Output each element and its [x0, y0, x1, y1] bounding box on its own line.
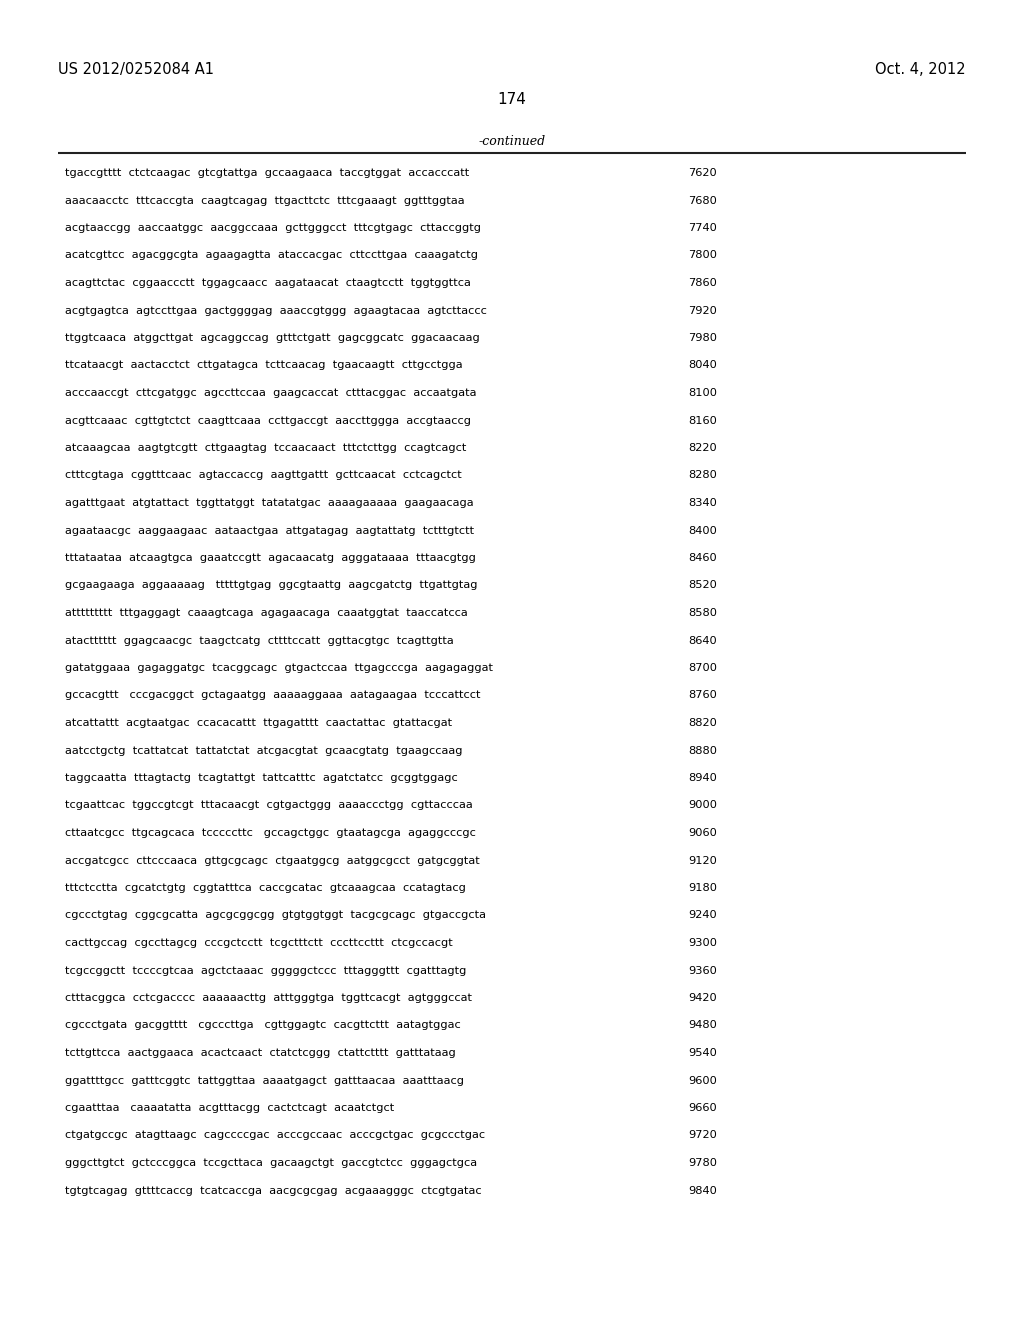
- Text: ctttcgtaga  cggtttcaac  agtaccaccg  aagttgattt  gcttcaacat  cctcagctct: ctttcgtaga cggtttcaac agtaccaccg aagttga…: [65, 470, 462, 480]
- Text: tgaccgtttt  ctctcaagac  gtcgtattga  gccaagaaca  taccgtggat  accacccatt: tgaccgtttt ctctcaagac gtcgtattga gccaaga…: [65, 168, 469, 178]
- Text: 8520: 8520: [688, 581, 717, 590]
- Text: attttttttt  tttgaggagt  caaagtcaga  agagaacaga  caaatggtat  taaccatcca: attttttttt tttgaggagt caaagtcaga agagaac…: [65, 609, 468, 618]
- Text: gcgaagaaga  aggaaaaag   tttttgtgag  ggcgtaattg  aagcgatctg  ttgattgtag: gcgaagaaga aggaaaaag tttttgtgag ggcgtaat…: [65, 581, 477, 590]
- Text: 9420: 9420: [688, 993, 717, 1003]
- Text: 8460: 8460: [688, 553, 717, 564]
- Text: -continued: -continued: [478, 135, 546, 148]
- Text: 8040: 8040: [688, 360, 717, 371]
- Text: acatcgttcc  agacggcgta  agaagagtta  ataccacgac  cttccttgaa  caaagatctg: acatcgttcc agacggcgta agaagagtta ataccac…: [65, 251, 478, 260]
- Text: gggcttgtct  gctcccggca  tccgcttaca  gacaagctgt  gaccgtctcc  gggagctgca: gggcttgtct gctcccggca tccgcttaca gacaagc…: [65, 1158, 477, 1168]
- Text: atcaaagcaa  aagtgtcgtt  cttgaagtag  tccaacaact  tttctcttgg  ccagtcagct: atcaaagcaa aagtgtcgtt cttgaagtag tccaaca…: [65, 444, 466, 453]
- Text: 7800: 7800: [688, 251, 717, 260]
- Text: 9600: 9600: [688, 1076, 717, 1085]
- Text: accgatcgcc  cttcccaaca  gttgcgcagc  ctgaatggcg  aatggcgcct  gatgcggtat: accgatcgcc cttcccaaca gttgcgcagc ctgaatg…: [65, 855, 480, 866]
- Text: 8880: 8880: [688, 746, 717, 755]
- Text: 9060: 9060: [688, 828, 717, 838]
- Text: 8100: 8100: [688, 388, 717, 399]
- Text: agaataacgc  aaggaagaac  aataactgaa  attgatagag  aagtattatg  tctttgtctt: agaataacgc aaggaagaac aataactgaa attgata…: [65, 525, 474, 536]
- Text: gccacgttt   cccgacggct  gctagaatgg  aaaaaggaaa  aatagaagaa  tcccattcct: gccacgttt cccgacggct gctagaatgg aaaaagga…: [65, 690, 480, 701]
- Text: 7920: 7920: [688, 305, 717, 315]
- Text: atactttttt  ggagcaacgc  taagctcatg  cttttccatt  ggttacgtgc  tcagttgtta: atactttttt ggagcaacgc taagctcatg cttttcc…: [65, 635, 454, 645]
- Text: acgtaaccgg  aaccaatggc  aacggccaaa  gcttgggcct  tttcgtgagc  cttaccggtg: acgtaaccgg aaccaatggc aacggccaaa gcttggg…: [65, 223, 481, 234]
- Text: 8340: 8340: [688, 498, 717, 508]
- Text: 8760: 8760: [688, 690, 717, 701]
- Text: taggcaatta  tttagtactg  tcagtattgt  tattcatttc  agatctatcc  gcggtggagc: taggcaatta tttagtactg tcagtattgt tattcat…: [65, 774, 458, 783]
- Text: cgccctgata  gacggtttt   cgcccttga   cgttggagtc  cacgttcttt  aatagtggac: cgccctgata gacggtttt cgcccttga cgttggagt…: [65, 1020, 461, 1031]
- Text: 8280: 8280: [688, 470, 717, 480]
- Text: 9780: 9780: [688, 1158, 717, 1168]
- Text: acagttctac  cggaaccctt  tggagcaacc  aagataacat  ctaagtcctt  tggtggttca: acagttctac cggaaccctt tggagcaacc aagataa…: [65, 279, 471, 288]
- Text: tcgaattcac  tggccgtcgt  tttacaacgt  cgtgactggg  aaaaccctgg  cgttacccaa: tcgaattcac tggccgtcgt tttacaacgt cgtgact…: [65, 800, 473, 810]
- Text: aatcctgctg  tcattatcat  tattatctat  atcgacgtat  gcaacgtatg  tgaagccaag: aatcctgctg tcattatcat tattatctat atcgacg…: [65, 746, 463, 755]
- Text: US 2012/0252084 A1: US 2012/0252084 A1: [58, 62, 214, 77]
- Text: 8580: 8580: [688, 609, 717, 618]
- Text: ttcataacgt  aactacctct  cttgatagca  tcttcaacag  tgaacaagtt  cttgcctgga: ttcataacgt aactacctct cttgatagca tcttcaa…: [65, 360, 463, 371]
- Text: 8820: 8820: [688, 718, 717, 729]
- Text: 9480: 9480: [688, 1020, 717, 1031]
- Text: 9840: 9840: [688, 1185, 717, 1196]
- Text: aaacaacctc  tttcaccgta  caagtcagag  ttgacttctc  tttcgaaagt  ggtttggtaa: aaacaacctc tttcaccgta caagtcagag ttgactt…: [65, 195, 465, 206]
- Text: cgaatttaa   caaaatatta  acgtttacgg  cactctcagt  acaatctgct: cgaatttaa caaaatatta acgtttacgg cactctca…: [65, 1104, 394, 1113]
- Text: 9660: 9660: [688, 1104, 717, 1113]
- Text: 7620: 7620: [688, 168, 717, 178]
- Text: 9360: 9360: [688, 965, 717, 975]
- Text: 9720: 9720: [688, 1130, 717, 1140]
- Text: 7860: 7860: [688, 279, 717, 288]
- Text: Oct. 4, 2012: Oct. 4, 2012: [876, 62, 966, 77]
- Text: 9300: 9300: [688, 939, 717, 948]
- Text: ttggtcaaca  atggcttgat  agcaggccag  gtttctgatt  gagcggcatc  ggacaacaag: ttggtcaaca atggcttgat agcaggccag gtttctg…: [65, 333, 480, 343]
- Text: 7980: 7980: [688, 333, 717, 343]
- Text: 7740: 7740: [688, 223, 717, 234]
- Text: ctgatgccgc  atagttaagc  cagccccgac  acccgccaac  acccgctgac  gcgccctgac: ctgatgccgc atagttaagc cagccccgac acccgcc…: [65, 1130, 485, 1140]
- Text: tttctcctta  cgcatctgtg  cggtatttca  caccgcatac  gtcaaagcaa  ccatagtacg: tttctcctta cgcatctgtg cggtatttca caccgca…: [65, 883, 466, 894]
- Text: acgtgagtca  agtccttgaa  gactggggag  aaaccgtggg  agaagtacaa  agtcttaccc: acgtgagtca agtccttgaa gactggggag aaaccgt…: [65, 305, 486, 315]
- Text: 9120: 9120: [688, 855, 717, 866]
- Text: 8160: 8160: [688, 416, 717, 425]
- Text: 9180: 9180: [688, 883, 717, 894]
- Text: tcttgttcca  aactggaaca  acactcaact  ctatctcggg  ctattctttt  gatttataag: tcttgttcca aactggaaca acactcaact ctatctc…: [65, 1048, 456, 1059]
- Text: 8400: 8400: [688, 525, 717, 536]
- Text: cacttgccag  cgccttagcg  cccgctcctt  tcgctttctt  cccttccttt  ctcgccacgt: cacttgccag cgccttagcg cccgctcctt tcgcttt…: [65, 939, 453, 948]
- Text: tttataataa  atcaagtgca  gaaatccgtt  agacaacatg  agggataaaa  tttaacgtgg: tttataataa atcaagtgca gaaatccgtt agacaac…: [65, 553, 476, 564]
- Text: cttaatcgcc  ttgcagcaca  tcccccttc   gccagctggc  gtaatagcga  agaggcccgc: cttaatcgcc ttgcagcaca tcccccttc gccagctg…: [65, 828, 476, 838]
- Text: gatatggaaa  gagaggatgc  tcacggcagc  gtgactccaa  ttgagcccga  aagagaggat: gatatggaaa gagaggatgc tcacggcagc gtgactc…: [65, 663, 493, 673]
- Text: cgccctgtag  cggcgcatta  agcgcggcgg  gtgtggtggt  tacgcgcagc  gtgaccgcta: cgccctgtag cggcgcatta agcgcggcgg gtgtggt…: [65, 911, 486, 920]
- Text: 9540: 9540: [688, 1048, 717, 1059]
- Text: 8700: 8700: [688, 663, 717, 673]
- Text: 9240: 9240: [688, 911, 717, 920]
- Text: 9000: 9000: [688, 800, 717, 810]
- Text: acgttcaaac  cgttgtctct  caagttcaaa  ccttgaccgt  aaccttggga  accgtaaccg: acgttcaaac cgttgtctct caagttcaaa ccttgac…: [65, 416, 471, 425]
- Text: acccaaccgt  cttcgatggc  agccttccaa  gaagcaccat  ctttacggac  accaatgata: acccaaccgt cttcgatggc agccttccaa gaagcac…: [65, 388, 476, 399]
- Text: atcattattt  acgtaatgac  ccacacattt  ttgagatttt  caactattac  gtattacgat: atcattattt acgtaatgac ccacacattt ttgagat…: [65, 718, 453, 729]
- Text: 174: 174: [498, 92, 526, 107]
- Text: 7680: 7680: [688, 195, 717, 206]
- Text: agatttgaat  atgtattact  tggttatggt  tatatatgac  aaaagaaaaa  gaagaacaga: agatttgaat atgtattact tggttatggt tatatat…: [65, 498, 474, 508]
- Text: tcgccggctt  tccccgtcaa  agctctaaac  gggggctccc  tttagggttt  cgatttagtg: tcgccggctt tccccgtcaa agctctaaac gggggct…: [65, 965, 466, 975]
- Text: 8940: 8940: [688, 774, 717, 783]
- Text: 8220: 8220: [688, 444, 717, 453]
- Text: ctttacggca  cctcgacccc  aaaaaacttg  atttgggtga  tggttcacgt  agtgggccat: ctttacggca cctcgacccc aaaaaacttg atttggg…: [65, 993, 472, 1003]
- Text: 8640: 8640: [688, 635, 717, 645]
- Text: ggattttgcc  gatttcggtc  tattggttaa  aaaatgagct  gatttaacaa  aaatttaacg: ggattttgcc gatttcggtc tattggttaa aaaatga…: [65, 1076, 464, 1085]
- Text: tgtgtcagag  gttttcaccg  tcatcaccga  aacgcgcgag  acgaaagggc  ctcgtgatac: tgtgtcagag gttttcaccg tcatcaccga aacgcgc…: [65, 1185, 481, 1196]
